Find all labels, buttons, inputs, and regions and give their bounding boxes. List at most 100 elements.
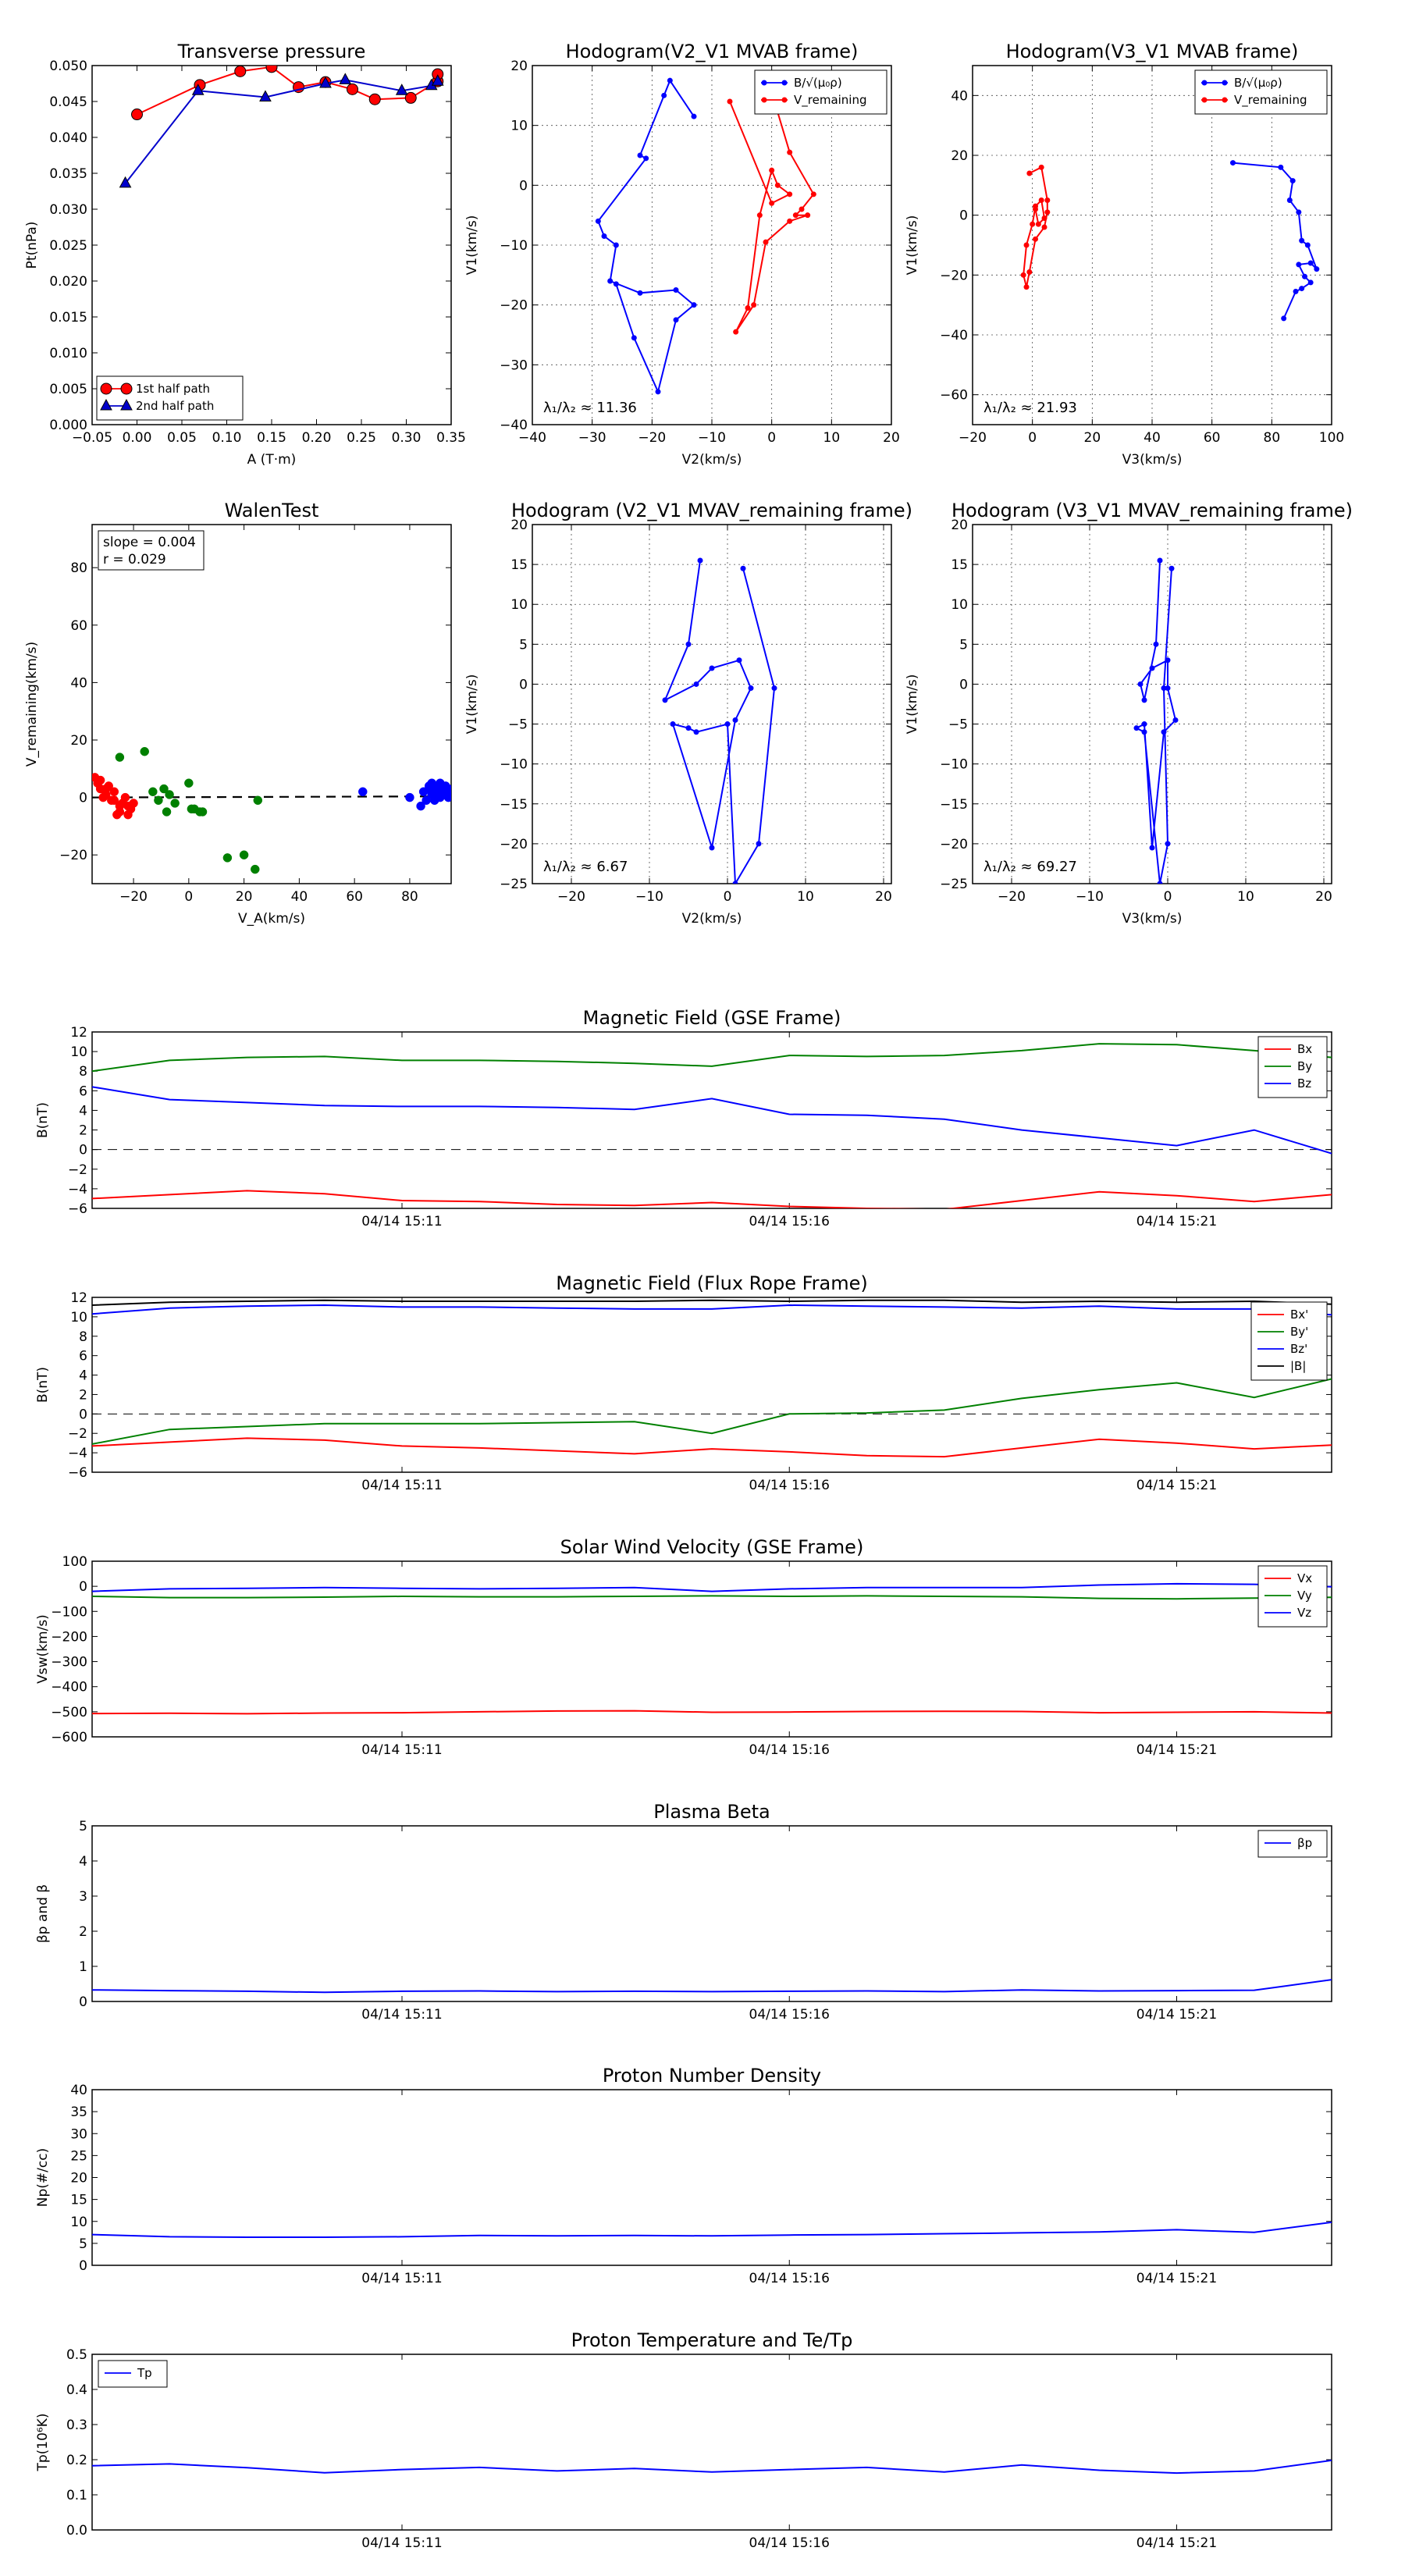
y-tick-label: 0 [519, 677, 528, 692]
legend-marker [1201, 97, 1208, 103]
chart-p6: −20 −10 0 10 20−25−20−15−10−505101520Hodogra… [905, 500, 1353, 927]
y-axis-label: Np(#/cc) [35, 2148, 51, 2207]
y-tick-label: 0 [959, 208, 968, 224]
x-tick-label: 04/14 15:21 [1136, 2271, 1217, 2286]
chart-title: Proton Temperature and Te/Tp [571, 2329, 853, 2351]
data-point [239, 850, 249, 859]
y-tick-label: 30 [70, 2126, 87, 2142]
x-tick-label: 40 [291, 889, 308, 905]
y-tick-label: 0.1 [66, 2488, 87, 2503]
y-tick-label: 12 [70, 1025, 87, 1041]
plot-frame [91, 524, 452, 884]
legend-marker [761, 97, 767, 103]
y-tick-label: 4 [79, 1368, 87, 1384]
data-point [1281, 315, 1287, 322]
series-line [92, 1979, 1332, 1994]
legend-label: B/√(μ₀ρ) [794, 76, 842, 90]
data-point [162, 807, 172, 817]
y-tick-label: 0.010 [49, 346, 87, 361]
data-point [1149, 665, 1155, 671]
x-tick-label: 20 [883, 430, 900, 446]
y-tick-label: −100 [51, 1604, 87, 1620]
x-tick-label: −0.05 [72, 430, 112, 446]
legend: Vx Vy Vz [1257, 1565, 1328, 1628]
chart-title: Solar Wind Velocity (GSE Frame) [560, 1536, 864, 1558]
y-axis-label: B(nT) [35, 1102, 51, 1138]
series-line [597, 79, 695, 394]
legend-box [98, 2360, 168, 2388]
series-line [124, 79, 439, 184]
y-tick-label: 0.3 [66, 2418, 87, 2433]
y-tick-label: 0.0 [66, 2523, 87, 2539]
legend-box [754, 69, 887, 115]
y-tick-label: −10 [940, 757, 968, 773]
y-tick-label: 8 [79, 1064, 87, 1080]
legend-box [96, 375, 244, 421]
data-point [184, 778, 194, 788]
chart-title: Hodogram(V2_V1 MVAB frame) [566, 41, 859, 62]
legend-marker [781, 80, 788, 86]
legend-label: Tp [137, 2366, 152, 2380]
data-point [736, 657, 742, 664]
series-line [92, 1710, 1332, 1715]
x-axis-label: V_A(km/s) [238, 911, 305, 927]
data-point [740, 565, 746, 571]
legend-label: V_remaining [794, 93, 867, 108]
y-tick-label: 20 [510, 518, 528, 533]
legend-label: Vz [1297, 1606, 1311, 1620]
data-point [154, 795, 163, 806]
data-point [265, 66, 278, 73]
data-point [319, 76, 332, 88]
y-tick-label: 6 [79, 1083, 87, 1099]
y-tick-label: −2 [68, 1426, 87, 1442]
series-line [92, 1299, 1332, 1306]
y-tick-label: 35 [70, 2105, 87, 2120]
annotation-text: λ₁/λ₂ ≈ 11.36 [543, 400, 637, 416]
y-tick-label: 3 [79, 1889, 87, 1905]
y-tick-label: −5 [508, 717, 528, 733]
x-tick-label: 10 [823, 430, 841, 446]
y-tick-label: 10 [510, 597, 528, 613]
chart-title: Magnetic Field (Flux Rope Frame) [556, 1272, 867, 1294]
y-tick-label: 10 [70, 2215, 87, 2230]
x-tick-label: 04/14 15:21 [1136, 1214, 1217, 1229]
y-tick-label: 80 [70, 560, 87, 576]
series-line [92, 1378, 1332, 1445]
y-tick-label: 6 [79, 1349, 87, 1364]
data-point [693, 729, 699, 735]
data-point [769, 200, 775, 206]
x-tick-label: 04/14 15:21 [1136, 2007, 1217, 2023]
x-tick-label: 100 [1319, 430, 1344, 446]
y-tick-label: 4 [79, 1103, 87, 1119]
y-tick-label: −30 [500, 358, 528, 373]
y-tick-label: 0.020 [49, 274, 87, 290]
legend-label: Bz [1297, 1076, 1311, 1091]
data-point [1286, 197, 1293, 203]
y-tick-label: 0.030 [49, 202, 87, 218]
series-line [663, 560, 776, 884]
chart-title: Hodogram (V3_V1 MVAV_remaining frame) [951, 500, 1353, 521]
y-tick-label: −60 [940, 388, 968, 404]
plot-area [92, 746, 451, 874]
x-tick-label: −40 [518, 430, 546, 446]
chart-p1: −0.05 0.00 0.05 0.10 0.15 0.20 0.25 0.30 0.35 0.0… [24, 41, 466, 468]
data-point [655, 389, 661, 395]
data-point [787, 149, 793, 155]
x-tick-label: −10 [1076, 889, 1104, 905]
data-point [119, 176, 132, 188]
data-point [613, 242, 619, 248]
stats-text: slope = 0.004 [103, 535, 196, 550]
legend-marker [1222, 80, 1228, 86]
data-point [724, 721, 731, 728]
y-tick-label: −6 [68, 1465, 87, 1481]
data-point [1038, 197, 1044, 203]
plot-frame [91, 65, 452, 425]
y-tick-label: 8 [79, 1329, 87, 1345]
data-point [431, 74, 444, 86]
data-point [1304, 242, 1311, 248]
data-point [404, 91, 417, 104]
data-point [123, 809, 133, 820]
chart-t3: 04/14 15:11 04/14 15:16 04/14 15:21 −600 −50… [35, 1536, 1332, 1758]
data-point [763, 239, 769, 245]
